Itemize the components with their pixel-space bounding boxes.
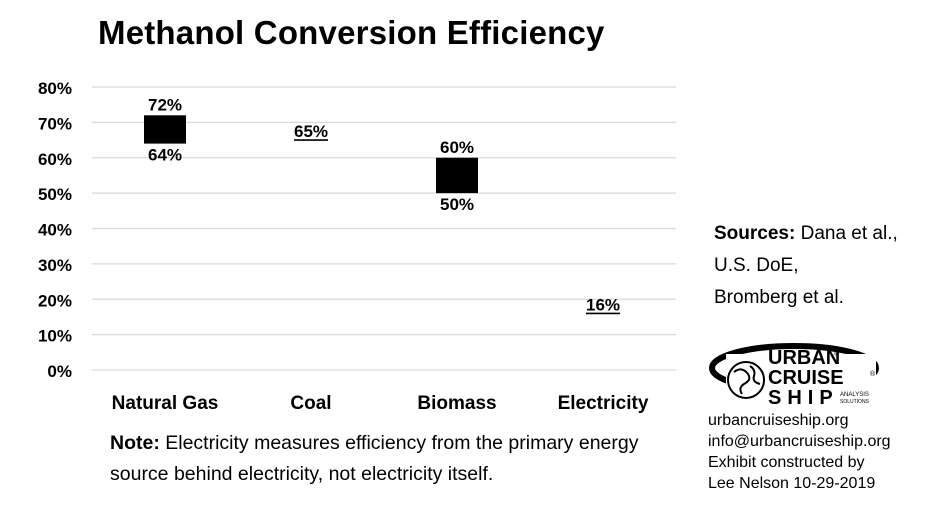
range-bar — [436, 157, 478, 194]
sources-line-3: Bromberg et al. — [714, 287, 844, 308]
x-category-label: Coal — [290, 393, 331, 414]
y-tick-label: 60% — [38, 150, 72, 169]
note-block: Note: Electricity measures efficiency fr… — [110, 428, 670, 490]
registered-mark: ® — [834, 350, 840, 358]
y-tick-label: 20% — [38, 291, 72, 310]
y-tick-label: 30% — [38, 256, 72, 275]
logo-text-urban: URBAN — [768, 347, 840, 369]
logo-text-ship: SHIP — [768, 387, 839, 408]
y-tick-label: 50% — [38, 185, 72, 204]
urban-cruise-ship-logo: URBAN CRUISE SHIP ANALYSIS SOLUTIONS ® ® — [709, 343, 879, 408]
website-link[interactable]: urbancruiseship.org — [708, 412, 849, 429]
y-tick-label: 0% — [47, 362, 72, 381]
note-text: Electricity measures efficiency from the… — [110, 432, 639, 485]
data-label-point: 65% — [294, 122, 328, 141]
sources-line-2: U.S. DoE, — [714, 255, 799, 276]
y-tick-label: 10% — [38, 327, 72, 346]
logo-text-cruise: CRUISE — [768, 367, 844, 389]
globe-continents-icon — [733, 365, 761, 395]
y-tick-label: 70% — [38, 114, 72, 133]
x-category-label: Electricity — [558, 393, 649, 414]
sources-heading: Sources: — [714, 223, 796, 244]
data-label-low: 50% — [440, 195, 474, 214]
floating-bar-chart: 0% 10% 20% 30% 40% 50% 60% 70% 80% Natural Gas Coa… — [38, 79, 676, 414]
data-label-point: 16% — [586, 295, 620, 314]
globe-icon — [727, 361, 765, 399]
email-link[interactable]: info@urbancruiseship.org — [708, 433, 891, 450]
y-tick-label: 80% — [38, 79, 72, 98]
credit-line-2: Lee Nelson 10-29-2019 — [708, 475, 876, 492]
contact-block: urbancruiseship.org info@urbancruiseship… — [708, 410, 891, 494]
data-label-low: 64% — [148, 146, 182, 165]
x-category-label: Natural Gas — [112, 393, 219, 414]
data-label-high: 60% — [440, 138, 474, 157]
note-heading: Note: — [110, 432, 160, 454]
x-category-label: Biomass — [417, 393, 496, 414]
data-label-high: 72% — [148, 95, 182, 114]
chart-title: Methanol Conversion Efficiency — [98, 14, 605, 51]
sources-line-1: Dana et al., — [800, 223, 898, 244]
sources-block: Sources: Dana et al., U.S. DoE, Bromberg… — [714, 218, 898, 314]
logo-tag-analysis: ANALYSIS — [840, 392, 869, 398]
y-tick-label: 40% — [38, 221, 72, 240]
credit-line-1: Exhibit constructed by — [708, 454, 865, 471]
range-bar — [144, 115, 186, 144]
logo-tag-solutions: SOLUTIONS — [840, 399, 870, 405]
registered-mark-2: ® — [870, 370, 876, 378]
